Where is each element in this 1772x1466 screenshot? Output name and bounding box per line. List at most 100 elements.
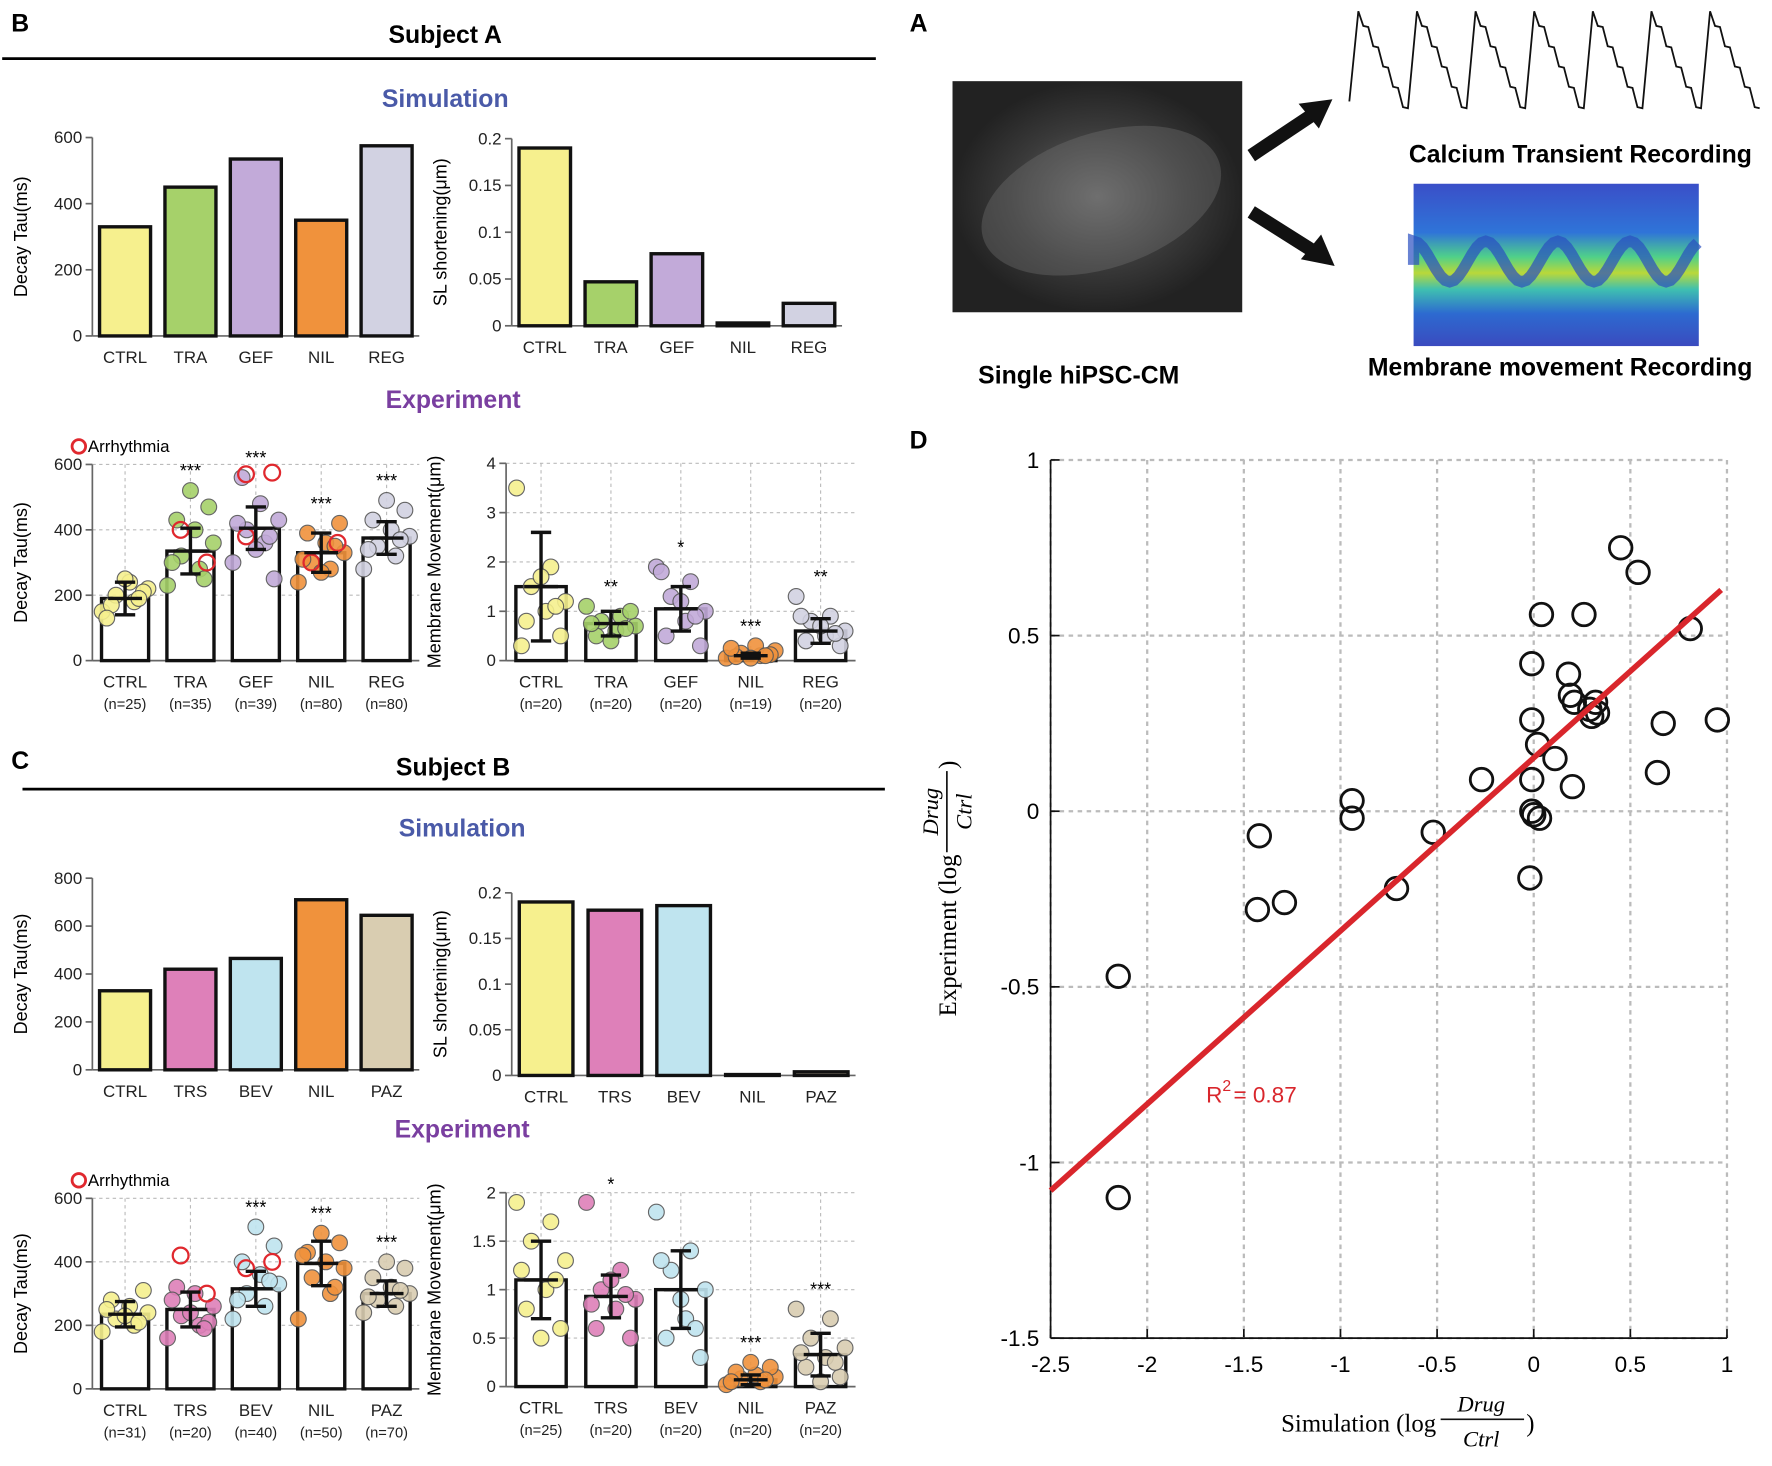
- cell-image: [952, 81, 1243, 313]
- data-point: [359, 540, 377, 558]
- y-tick-label: -1: [1019, 1150, 1039, 1175]
- calcium-trace: [1348, 10, 1760, 110]
- data-point: [355, 1304, 373, 1322]
- x-tick-label: GEF: [660, 338, 695, 357]
- data-point: [826, 1353, 844, 1371]
- data-point: [792, 607, 810, 625]
- n-label: (n=20): [659, 1423, 702, 1439]
- n-label: (n=20): [520, 697, 563, 713]
- data-point: [722, 639, 740, 657]
- data-point: [265, 570, 283, 588]
- n-label: (n=25): [104, 697, 147, 713]
- data-point: [652, 563, 670, 581]
- y-tick-label: 4: [487, 454, 496, 473]
- y-tick-label: 400: [54, 1252, 82, 1271]
- data-point: [1517, 865, 1543, 891]
- annotation: R2 = 0.87: [1206, 1078, 1297, 1107]
- data-point: [312, 1224, 330, 1242]
- data-point: [1528, 601, 1555, 628]
- arrhythmia-point: [237, 1259, 256, 1278]
- arrhythmia-point: [328, 533, 347, 552]
- y-tick-label: -0.5: [1000, 975, 1039, 1000]
- x-tick-label: BEV: [667, 1088, 702, 1107]
- x-tick-label: TRA: [594, 338, 629, 357]
- data-point: [513, 637, 530, 655]
- data-point: [163, 554, 181, 571]
- x-tick-label: CTRL: [519, 1399, 563, 1418]
- y-tick-label: 600: [54, 917, 82, 936]
- y-axis-label: Experiment (log Drug Ctrl): [918, 761, 977, 1017]
- panel-title: Subject A: [388, 22, 502, 49]
- n-label: (n=20): [799, 697, 842, 713]
- data-point: [1559, 773, 1586, 800]
- data-point: [1582, 689, 1609, 716]
- data-point: [134, 1281, 152, 1299]
- data-point: [647, 1203, 665, 1221]
- arrhythmia-point: [263, 1252, 282, 1271]
- data-point: [359, 1288, 377, 1306]
- n-label: (n=40): [234, 1425, 277, 1441]
- data-point: [159, 1329, 177, 1347]
- data-point: [335, 1259, 353, 1277]
- data-point: [836, 1339, 854, 1357]
- x-tick-label: GEF: [238, 348, 273, 367]
- y-tick-label: 0: [73, 327, 82, 346]
- data-point: [792, 1344, 810, 1362]
- data-point: [582, 1295, 600, 1313]
- legend-label: Arrhythmia: [88, 437, 170, 456]
- significance: ***: [245, 448, 266, 468]
- bar: [723, 1072, 781, 1078]
- data-point: [159, 576, 177, 594]
- caption: Single hiPSC-CM: [978, 362, 1179, 389]
- significance: ***: [740, 1333, 761, 1353]
- arrhythmia-point: [171, 1246, 190, 1265]
- data-point: [691, 1349, 709, 1366]
- section-title: Experiment: [386, 387, 521, 414]
- significance: ***: [810, 1280, 831, 1300]
- significance: **: [814, 567, 828, 587]
- data-point: [289, 1310, 307, 1328]
- bar: [517, 146, 573, 328]
- y-tick-label: 1.5: [472, 1232, 495, 1251]
- arrhythmia-point: [197, 553, 216, 572]
- n-label: (n=20): [799, 1423, 842, 1439]
- x-tick-label: TRS: [174, 1401, 208, 1420]
- data-point: [1555, 661, 1582, 687]
- y-tick-label: 0.05: [469, 1020, 502, 1039]
- x-tick-label: NIL: [308, 673, 334, 692]
- data-point: [1526, 805, 1553, 831]
- x-tick-label: TRS: [594, 1399, 628, 1418]
- x-tick-label: NIL: [308, 348, 334, 367]
- data-point: [687, 607, 704, 625]
- x-tick-label: BEV: [664, 1399, 699, 1418]
- x-tick-label: PAZ: [805, 1399, 837, 1418]
- y-tick-label: 0.5: [472, 1329, 495, 1348]
- y-tick-label: 0: [487, 1377, 496, 1396]
- data-point: [657, 627, 675, 645]
- x-tick-label: PAZ: [371, 1082, 403, 1101]
- significance: ***: [376, 1232, 397, 1252]
- data-point: [831, 1368, 849, 1386]
- data-point: [696, 1281, 714, 1299]
- annotation-base: R: [1206, 1083, 1222, 1108]
- x-tick-label: REG: [791, 338, 828, 357]
- bar: [294, 898, 349, 1072]
- x-axis-label: Drug: [1456, 1391, 1505, 1416]
- x-tick-label: TRA: [594, 673, 629, 692]
- panel-letter: D: [910, 428, 928, 455]
- x-axis-label: Ctrl: [1463, 1426, 1499, 1451]
- significance: ***: [180, 461, 201, 481]
- n-label: (n=20): [659, 697, 702, 713]
- data-point: [1519, 707, 1545, 733]
- data-point: [98, 609, 116, 627]
- bar: [97, 225, 153, 338]
- y-axis-label: Experiment (log: [935, 855, 962, 1017]
- y-tick-label: 0: [1027, 799, 1040, 824]
- y-tick-label: 600: [54, 1189, 82, 1208]
- x-tick-label: CTRL: [103, 673, 147, 692]
- significance: ***: [245, 1197, 266, 1217]
- data-point: [622, 1329, 639, 1347]
- bar: [359, 913, 414, 1072]
- y-tick-label: 400: [54, 194, 82, 213]
- data-point: [261, 527, 279, 545]
